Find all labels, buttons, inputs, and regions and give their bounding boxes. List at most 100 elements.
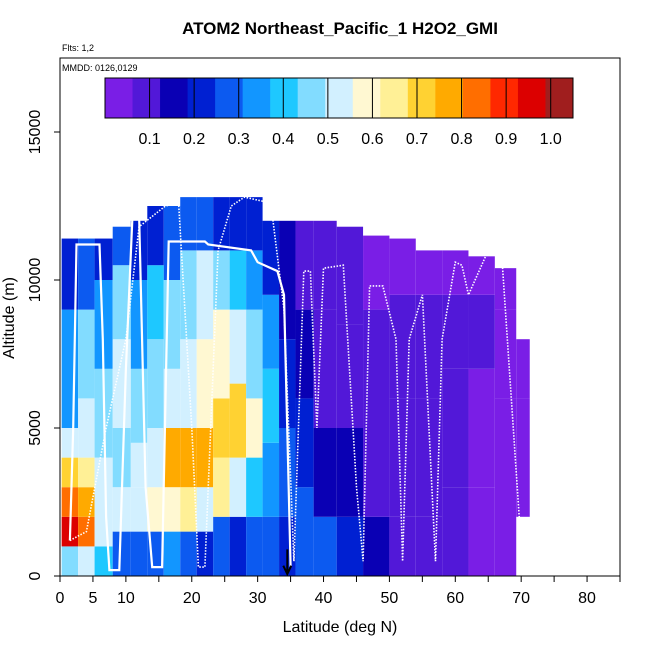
colorbar-swatch xyxy=(462,78,491,118)
heatmap-cell xyxy=(363,428,390,517)
heatmap-cell xyxy=(147,339,164,428)
colorbar-swatch xyxy=(545,78,574,118)
colorbar-tick-label: 1.0 xyxy=(540,131,562,148)
x-tick-label: 20 xyxy=(183,590,201,607)
heatmap-cell xyxy=(262,368,280,443)
heatmap-cell xyxy=(313,220,337,310)
chart-title: ATOM2 Northeast_Pacific_1 H2O2_GMI xyxy=(182,19,498,38)
heatmap-cell xyxy=(229,250,247,310)
heatmap-cell xyxy=(94,546,113,576)
x-axis-label: Latitude (deg N) xyxy=(283,619,398,636)
y-tick-label: 10000 xyxy=(27,258,44,303)
heatmap-cell xyxy=(295,309,314,399)
colorbar-swatch xyxy=(297,78,326,118)
heatmap-cell xyxy=(415,516,443,576)
heatmap-cell xyxy=(163,368,181,428)
heatmap-cell xyxy=(213,250,230,310)
heatmap-cell xyxy=(147,428,164,488)
heatmap-cell xyxy=(363,516,390,576)
down-arrow-marker xyxy=(282,549,293,577)
x-tick-label: 60 xyxy=(446,590,464,607)
colorbar-tick-label: 0.4 xyxy=(272,131,294,148)
heatmap-cell xyxy=(163,206,181,280)
heatmap-cell xyxy=(147,487,164,532)
heatmap-cell xyxy=(442,368,469,488)
x-tick-label: 80 xyxy=(578,590,596,607)
colorbar-swatch xyxy=(517,78,546,118)
heatmap-cell xyxy=(363,235,390,310)
heatmap-cell xyxy=(61,238,79,310)
heatmap-cell xyxy=(468,487,495,576)
heatmap-cell xyxy=(516,398,530,517)
heatmap-cell xyxy=(78,546,95,576)
colorbar-swatch xyxy=(490,78,519,118)
heatmap-cell xyxy=(147,206,164,266)
heatmap-cell xyxy=(78,309,95,399)
colorbar-swatch xyxy=(380,78,409,118)
x-tick-label: 30 xyxy=(249,590,267,607)
colorbar-tick-label: 0.2 xyxy=(183,131,205,148)
y-axis: 0 5000 10000 15000 xyxy=(27,110,60,580)
heatmap-cell xyxy=(78,487,95,517)
colorbar-frame xyxy=(104,77,574,119)
colorbar-tick-label: 0.1 xyxy=(138,131,160,148)
heatmap-cell xyxy=(516,339,530,399)
heatmap-cell xyxy=(313,428,337,517)
colorbar-tick-label: 0.5 xyxy=(317,131,339,148)
heatmap-cell xyxy=(415,294,443,399)
heatmap-cell xyxy=(130,280,148,369)
heatmap-cell xyxy=(61,546,79,576)
x-tick-label: 0 xyxy=(56,590,65,607)
heatmap-cell xyxy=(94,502,113,547)
heatmap-cell xyxy=(389,516,416,576)
x-tick-label: 10 xyxy=(117,590,135,607)
x-tick-label: 5 xyxy=(88,590,97,607)
heatmap-cell xyxy=(246,197,263,251)
heatmap-cell xyxy=(213,197,230,251)
y-tick-label: 5000 xyxy=(27,410,44,446)
heatmap-cell xyxy=(442,250,469,295)
heatmap-cell xyxy=(180,531,197,576)
heatmap-cell xyxy=(196,487,214,532)
heatmap-cell xyxy=(415,398,443,517)
y-axis-label: Altitude (m) xyxy=(1,277,18,359)
heatmap-cell xyxy=(389,294,416,399)
heatmap-cell xyxy=(336,226,364,325)
heatmap-cell xyxy=(78,398,95,458)
heatmap-cell xyxy=(295,220,314,310)
heatmap-cell xyxy=(442,487,469,576)
colorbar-swatch xyxy=(132,78,161,118)
heatmap-cell xyxy=(61,428,79,458)
heatmap-cell xyxy=(163,487,181,532)
x-tick-label: 70 xyxy=(512,590,530,607)
heatmap-cell xyxy=(229,457,247,517)
heatmap-cell xyxy=(229,309,247,384)
heatmap-cell xyxy=(494,268,517,310)
colorbar-tick-label: 0.3 xyxy=(228,131,250,148)
heatmap-cell xyxy=(246,250,263,310)
colorbar: 0.1 0.2 0.3 0.4 0.5 0.6 0.7 0.8 0.9 1.0 xyxy=(104,77,574,148)
heatmap-cell xyxy=(61,487,79,517)
colorbar-tick-label: 0.7 xyxy=(406,131,428,148)
heatmap-cell xyxy=(180,197,197,251)
heatmap-cell xyxy=(112,339,131,428)
heatmap-cell xyxy=(279,339,296,428)
heatmap-cell xyxy=(163,531,181,576)
heatmap-cell xyxy=(180,250,197,340)
heatmap-cell xyxy=(442,294,469,369)
colorbar-swatch xyxy=(187,78,216,118)
heatmap-cell xyxy=(94,280,113,369)
heatmap-cell xyxy=(78,238,95,310)
heatmap-cell xyxy=(78,457,95,488)
heatmap-cell xyxy=(494,309,517,399)
heatmap-cell xyxy=(389,398,416,517)
heatmap-cell xyxy=(112,531,131,576)
heatmap-cell xyxy=(336,516,364,576)
heatmap-cell xyxy=(415,250,443,295)
heatmap-cell xyxy=(279,220,296,340)
heatmap-cell xyxy=(130,442,148,488)
heatmap-cell xyxy=(262,516,280,576)
dates-annotation: MMDD: 0126,0129 xyxy=(62,63,138,73)
heatmap-cell xyxy=(313,516,337,576)
